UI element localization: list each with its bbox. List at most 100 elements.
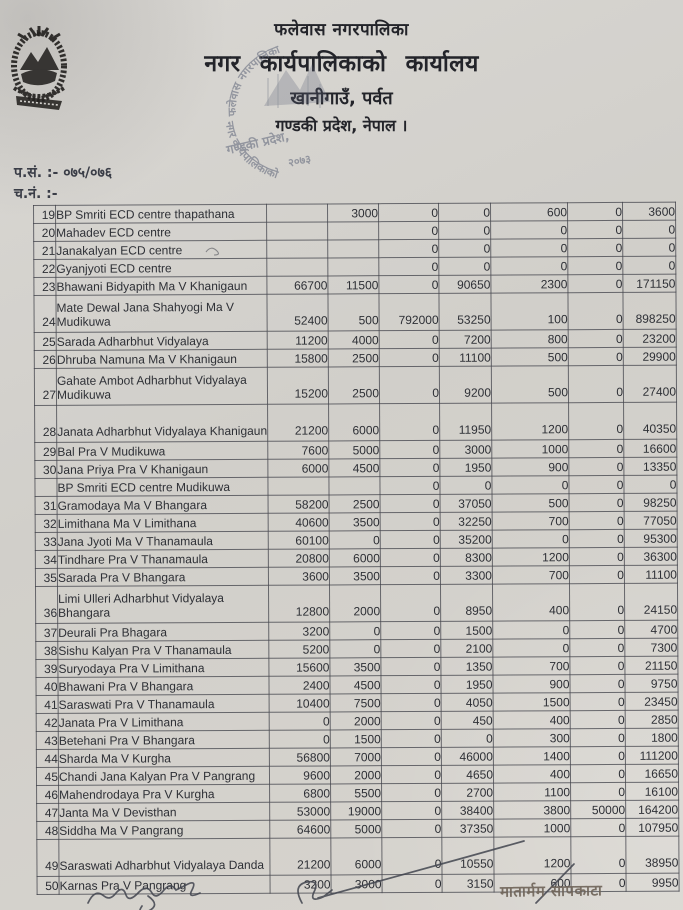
cell-amount [328, 476, 381, 495]
table-row: 24 Mate Dewal Jana Shahyogi Ma V Mudikuwa… [33, 292, 677, 333]
cell-amount [327, 221, 379, 240]
cell-amount: 98250 [624, 493, 678, 512]
cell-amount: 0 [570, 764, 626, 783]
cell-amount: 36300 [624, 547, 678, 566]
cell-amount: 1800 [625, 728, 679, 747]
cell-amount: 0 [329, 639, 381, 658]
cell-amount: 300 [493, 728, 571, 748]
cell-serial-number: 31 [35, 496, 58, 515]
cell-amount: 0 [438, 203, 491, 222]
cell-amount: 4650 [441, 765, 494, 784]
cell-serial-number: 39 [35, 659, 58, 678]
cell-amount: 1200 [493, 836, 572, 875]
cell-amount: 38400 [441, 801, 494, 820]
cell-amount: 0 [378, 221, 439, 240]
office-name: नगर कार्यपालिकाको कार्यालय [204, 51, 479, 77]
cell-school-name: Sishu Kalyan Pra V Thanamaula [57, 640, 269, 660]
cell-amount: 0 [381, 729, 442, 748]
cell-serial-number: 50 [37, 876, 60, 895]
signatory-name: मातार्मम सापकाटा [499, 881, 603, 901]
cell-school-name: Tindhare Pra V Thanamaula [57, 549, 269, 569]
municipality-name: फलेवास नगरपालिका [274, 20, 409, 40]
cell-amount: 60100 [268, 530, 330, 550]
cell-serial-number: 34 [35, 550, 58, 569]
cell-amount [266, 203, 328, 223]
cell-school-name: Saraswati Adharbhut Vidyalaya Danda [58, 838, 271, 877]
cell-amount: 1200 [492, 547, 570, 567]
cell-amount: 5000 [330, 819, 382, 838]
cell-amount: 400 [493, 710, 571, 730]
cell-amount: 90650 [438, 275, 491, 294]
cell-amount: 3600 [268, 566, 330, 586]
cell-amount: 0 [378, 275, 439, 294]
cell-amount: 2100 [440, 639, 493, 658]
table-row: 27 Gahate Ambot Adharbhut Vidyalaya Mudik… [34, 365, 677, 406]
cell-amount: 40600 [268, 512, 330, 532]
cell-amount: 500 [491, 365, 569, 404]
cell-amount: 7600 [267, 440, 329, 460]
cell-amount: 0 [379, 458, 440, 477]
cell-amount: 2400 [268, 675, 331, 695]
cell-school-name: Suryodaya Pra V Limithana [57, 658, 269, 678]
cell-amount: 3200 [270, 874, 332, 894]
cell-school-name: Mahendrodaya Pra V Kurgha [58, 784, 270, 804]
cell-serial-number: 21 [33, 241, 56, 260]
cell-amount: 3500 [329, 512, 381, 531]
cell-serial-number: 49 [36, 839, 60, 877]
cell-amount: 53000 [269, 801, 331, 821]
cell-amount: 27400 [623, 365, 677, 403]
cell-amount: 450 [441, 711, 494, 730]
stamp-year: २०७३ [287, 152, 312, 169]
cell-amount: 0 [379, 476, 441, 495]
cell-amount: 898250 [622, 292, 677, 330]
cell-amount: 0 [380, 512, 441, 531]
cell-amount: 0 [623, 475, 678, 494]
office-location: खानीगाउँ, पर्वत [290, 88, 393, 109]
cell-amount: 37350 [441, 819, 494, 838]
cell-amount: 0 [569, 547, 625, 566]
cell-amount: 2000 [329, 584, 381, 622]
cell-amount: 16650 [625, 764, 679, 783]
cell-school-name: Janata Pra V Limithana [58, 712, 270, 732]
cell-amount: 3800 [493, 800, 571, 820]
cell-amount: 0 [380, 675, 442, 694]
cell-amount: 792000 [378, 293, 440, 331]
cell-amount: 0 [441, 729, 494, 748]
cell-amount: 500 [491, 347, 569, 367]
cell-serial-number: 47 [36, 803, 59, 822]
cell-amount: 0 [569, 565, 625, 584]
cell-amount: 56800 [269, 747, 331, 767]
cell-amount: 0 [380, 530, 441, 549]
cell-amount: 0 [570, 782, 626, 801]
cell-amount: 66700 [266, 275, 328, 295]
cell-amount: 0 [379, 330, 440, 349]
cell-amount: 16600 [623, 439, 677, 458]
cell-amount: 46000 [441, 747, 494, 766]
cell-amount: 0 [570, 746, 626, 765]
cell-amount: 50000 [570, 800, 626, 819]
cell-amount: 3000 [331, 874, 383, 893]
cell-amount: 0 [379, 366, 440, 404]
cell-serial-number: 45 [36, 767, 59, 786]
cell-amount: 700 [492, 565, 570, 585]
cell-amount: 1500 [493, 692, 571, 712]
cell-amount: 7000 [330, 747, 382, 766]
cell-amount: 8950 [440, 584, 493, 622]
cell-serial-number: 46 [36, 785, 59, 804]
cell-amount: 0 [622, 238, 676, 257]
cell-amount: 0 [269, 729, 331, 749]
cell-amount: 0 [438, 221, 491, 240]
cell-amount: 0 [567, 220, 623, 239]
cell-amount: 1400 [493, 746, 571, 766]
cell-serial-number: 48 [36, 821, 59, 840]
cell-amount: 64600 [269, 819, 331, 839]
cell-amount: 0 [569, 493, 625, 512]
cell-amount: 0 [379, 403, 440, 441]
cell-amount: 13350 [623, 457, 677, 476]
cell-amount: 0 [569, 674, 626, 693]
cell-amount: 0 [381, 765, 442, 784]
cell-amount: 107950 [625, 818, 679, 837]
cell-amount: 0 [439, 476, 493, 495]
cell-school-name: Bhawani Pra V Bhangara [57, 676, 270, 696]
cell-school-name: Saraswati Pra V Thanamaula [58, 694, 270, 714]
